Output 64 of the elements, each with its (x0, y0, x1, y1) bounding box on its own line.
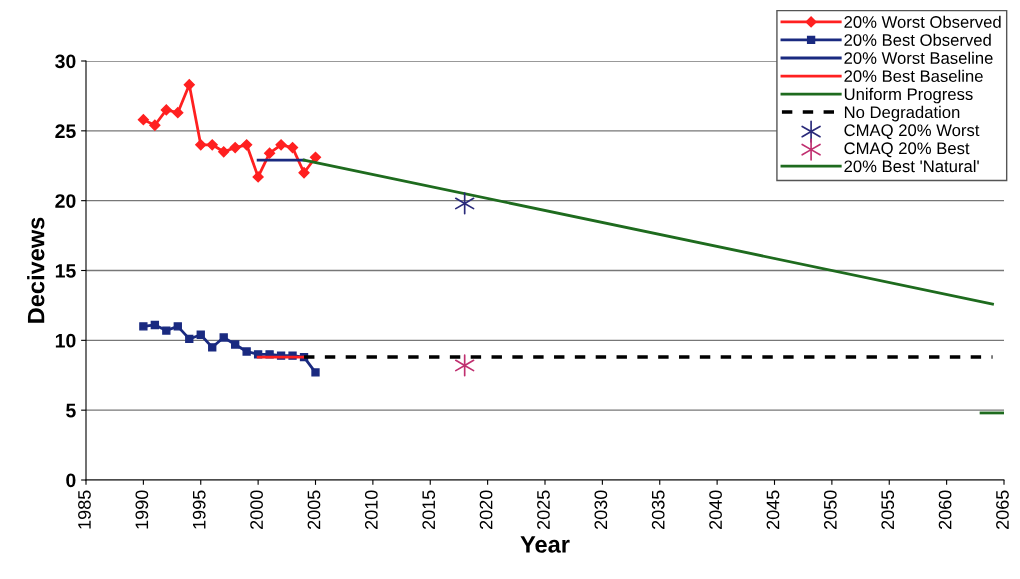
y-tick-label: 15 (55, 264, 76, 278)
x-tick-label: 1990 (135, 490, 149, 529)
x-tick-label: 2045 (766, 490, 780, 529)
y-tick-label: 0 (66, 473, 76, 488)
point (206, 139, 218, 151)
point (231, 340, 240, 349)
x-tick-label: 2035 (651, 490, 665, 529)
point (242, 347, 251, 356)
legend-label: 20% Best Observed (844, 33, 991, 46)
y-tick-label: 30 (55, 54, 76, 69)
point (172, 107, 184, 119)
point (309, 151, 322, 163)
point (298, 167, 310, 179)
point (183, 79, 195, 91)
point (162, 326, 171, 335)
point (173, 322, 182, 331)
point (195, 139, 207, 151)
point (139, 322, 148, 331)
point (241, 139, 253, 151)
x-tick-label: 2060 (938, 490, 952, 529)
y-tick-label: 5 (66, 403, 76, 418)
x-tick-label: 2055 (881, 490, 895, 529)
x-tick-label: 2040 (709, 490, 722, 529)
legend-label: Uniform Progress (844, 87, 973, 104)
point (185, 334, 194, 344)
legend-label: 20% Best Baseline (844, 69, 983, 83)
y-tick-label: 10 (55, 333, 76, 348)
point (219, 333, 228, 342)
x-tick-label: 2000 (250, 490, 263, 529)
legend-label: No Degradation (844, 105, 960, 122)
point (137, 114, 149, 126)
y-tick-label: 25 (55, 124, 76, 139)
x-tick-label: 2020 (479, 490, 493, 529)
point (208, 343, 217, 352)
point (263, 147, 276, 159)
point (454, 354, 475, 377)
x-tick-label: 2025 (537, 490, 550, 529)
x-tick-label: 1995 (192, 490, 206, 529)
y-axis-title: Decivews (27, 217, 45, 323)
point (229, 141, 241, 154)
point (150, 320, 160, 330)
x-tick-label: 2015 (422, 490, 436, 529)
x-tick-label: 2010 (364, 490, 378, 529)
point (160, 104, 172, 116)
x-axis-title: Year (520, 536, 570, 553)
legend-label: 20% Worst Observed (844, 15, 1001, 28)
point (252, 171, 264, 183)
point (275, 139, 287, 151)
y-tick-label: 20 (55, 194, 76, 208)
point (311, 368, 320, 377)
legend-label: 20% Worst Baseline (844, 51, 993, 64)
point (149, 119, 161, 131)
point (218, 146, 230, 158)
point (196, 330, 205, 339)
x-tick-label: 2050 (823, 490, 837, 529)
legend-label: CMAQ 20% Worst (844, 124, 980, 140)
legend-label: CMAQ 20% Best (844, 142, 970, 158)
legend-label: 20% Best 'Natural' (844, 159, 979, 173)
x-tick-label: 2065 (996, 490, 1009, 529)
point (454, 192, 475, 215)
x-tick-label: 2005 (307, 490, 321, 529)
x-tick-label: 2030 (594, 490, 608, 529)
point (286, 141, 299, 154)
x-tick-label: 1985 (78, 490, 91, 529)
